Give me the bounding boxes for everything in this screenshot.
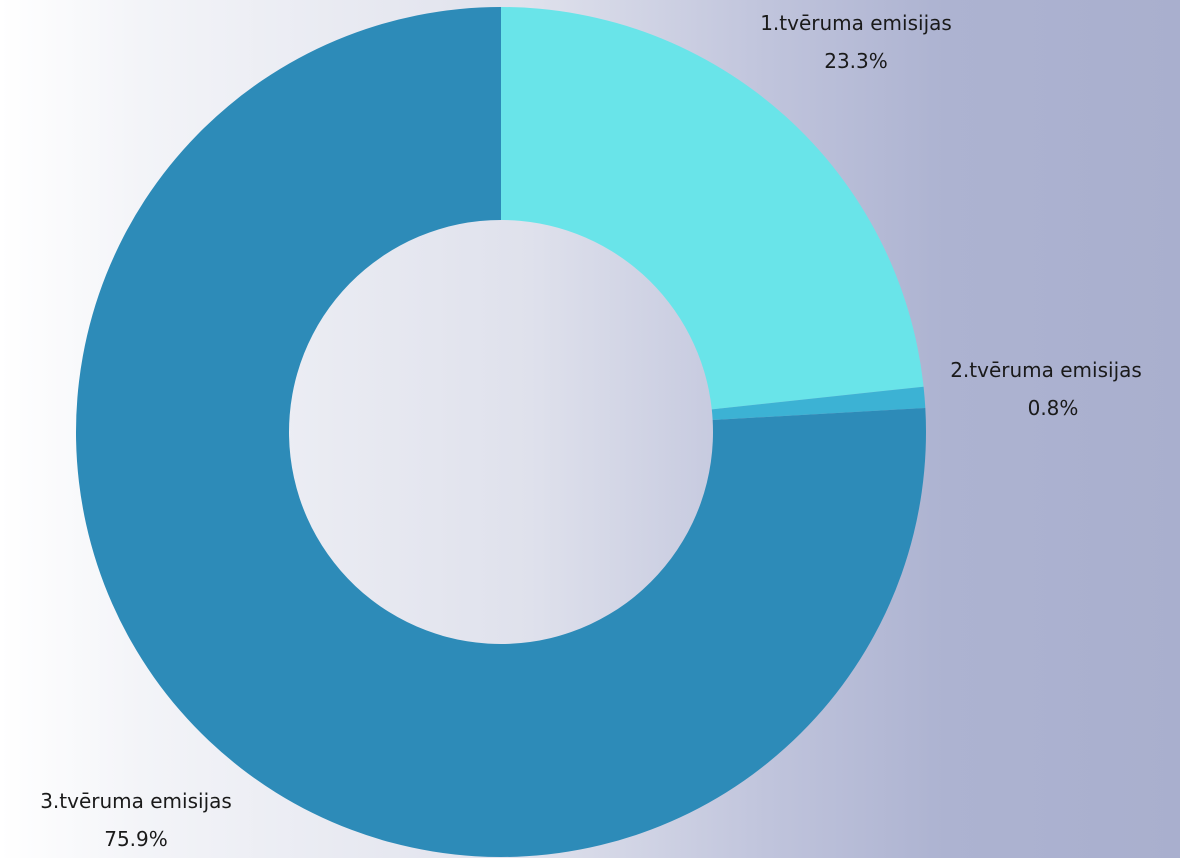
slice-3-percent: 75.9% [104,827,168,851]
slice-1 [501,7,924,410]
slice-3-name: 3.tvēruma emisijas [40,789,232,813]
slice-2-percent: 0.8% [1028,396,1079,420]
slice-2-name: 2.tvēruma emisijas [950,358,1142,382]
slice-label-3: 3.tvēruma emisijas 75.9% [40,789,232,851]
donut-hole [289,220,713,644]
slices-group [76,7,927,858]
slice-3 [76,7,927,858]
slice-2 [711,386,926,421]
slice-1-percent: 23.3% [824,49,888,73]
slice-1-name: 1.tvēruma emisijas [760,11,952,35]
slice-label-1: 1.tvēruma emisijas 23.3% [760,11,952,73]
slice-label-2: 2.tvēruma emisijas 0.8% [950,358,1142,420]
